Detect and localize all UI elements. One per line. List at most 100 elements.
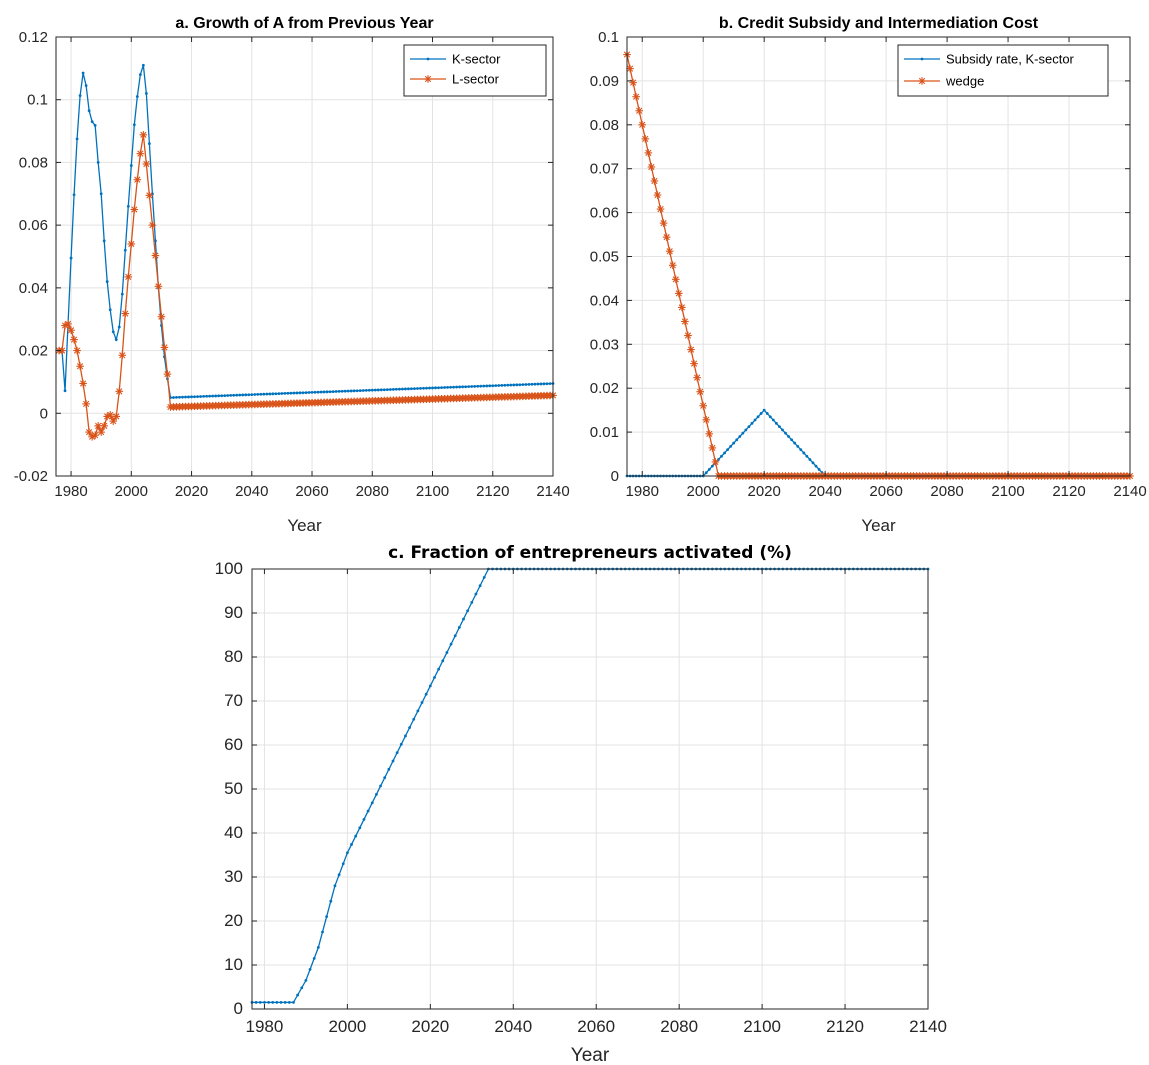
xtick-label: 1980 — [54, 483, 87, 500]
ytick-label: 0.04 — [19, 280, 48, 297]
legend-star — [424, 75, 432, 83]
data-point — [404, 387, 407, 391]
data-point — [355, 389, 359, 393]
data-point — [316, 390, 320, 394]
data-point — [425, 386, 428, 390]
data-point — [644, 149, 653, 157]
data-point — [533, 382, 537, 386]
data-point — [328, 390, 332, 394]
xtick-label: 2100 — [416, 483, 449, 500]
data-point — [82, 400, 90, 408]
data-point — [382, 388, 386, 392]
data-point — [100, 422, 108, 430]
data-point — [223, 394, 227, 398]
data-point — [316, 946, 320, 949]
data-point — [69, 256, 73, 260]
data-point — [684, 331, 692, 340]
xtick-label: 2000 — [115, 483, 148, 500]
data-point — [437, 667, 441, 671]
data-point — [512, 383, 516, 387]
data-point — [768, 415, 772, 419]
data-point — [279, 1001, 283, 1004]
data-point — [656, 205, 665, 213]
ytick-label: 30 — [224, 867, 243, 886]
data-point — [147, 142, 151, 146]
data-point — [420, 701, 424, 704]
data-point — [699, 401, 708, 410]
data-point — [545, 382, 549, 386]
data-point — [114, 338, 118, 341]
series-markers — [625, 408, 1132, 478]
ytick-label: 50 — [224, 779, 243, 798]
data-point — [354, 834, 358, 838]
data-point — [157, 312, 166, 321]
data-point — [287, 1001, 291, 1004]
data-point — [395, 751, 399, 755]
data-point — [124, 273, 133, 281]
data-point — [126, 204, 130, 208]
data-point — [263, 1001, 266, 1004]
data-point — [391, 387, 395, 391]
xtick-label: 2100 — [743, 1017, 781, 1036]
ytick-label: 0.08 — [19, 154, 48, 171]
ytick-label: 100 — [215, 559, 243, 578]
data-point — [383, 776, 387, 780]
data-point — [707, 468, 711, 471]
data-point — [753, 418, 757, 422]
data-point — [376, 388, 380, 392]
data-point — [321, 930, 324, 934]
data-point — [708, 444, 717, 452]
panel-a-legend-box — [403, 44, 547, 97]
data-point — [711, 458, 720, 466]
data-point — [400, 387, 404, 391]
data-point — [300, 986, 304, 990]
data-point — [76, 362, 84, 371]
ytick-label: 80 — [224, 647, 243, 666]
data-point — [653, 191, 662, 199]
data-point — [449, 385, 452, 389]
data-point — [268, 392, 272, 396]
data-point — [629, 78, 637, 87]
data-point — [292, 1001, 295, 1004]
data-point — [478, 584, 482, 588]
data-point — [781, 428, 784, 432]
data-point — [445, 651, 449, 654]
data-point — [178, 395, 181, 399]
data-point — [476, 384, 480, 388]
data-point — [241, 393, 245, 397]
data-point — [280, 392, 284, 395]
data-point — [443, 386, 446, 389]
data-point — [85, 428, 93, 436]
data-point — [130, 205, 139, 214]
panel-c-ticks: 1980 2000 2020 2040 2060 2080 2100 2120 21400102… — [215, 559, 947, 1036]
data-point — [254, 1001, 258, 1004]
data-point — [482, 384, 486, 388]
data-point — [470, 600, 474, 604]
xtick-label: 2080 — [930, 483, 963, 500]
data-point — [375, 792, 378, 796]
data-point — [313, 390, 317, 394]
data-point — [337, 389, 341, 393]
data-point — [117, 325, 121, 329]
data-point — [312, 957, 316, 960]
data-point — [275, 1001, 279, 1004]
panel-b-xlabel: Year — [861, 516, 896, 535]
data-point — [144, 92, 148, 95]
data-point — [503, 383, 507, 387]
data-point — [135, 95, 139, 98]
data-point — [84, 84, 88, 88]
panel-c-entrepreneurs-activated: 1980 2000 2020 2040 2060 2080 2100 2120 21400102… — [215, 543, 947, 1065]
xtick-label: 2060 — [869, 483, 902, 500]
data-point — [340, 389, 344, 393]
panel-a-legend: K-sector L-sector — [403, 44, 547, 97]
data-point — [127, 240, 136, 248]
xtick-label: 2020 — [411, 1017, 449, 1036]
data-point — [87, 109, 91, 113]
data-point — [473, 384, 477, 388]
data-point — [726, 448, 729, 452]
legend-wedge-label: wedge — [945, 74, 984, 89]
data-point — [331, 390, 335, 394]
data-point — [120, 292, 124, 296]
data-point — [138, 73, 142, 77]
data-point — [271, 392, 275, 396]
